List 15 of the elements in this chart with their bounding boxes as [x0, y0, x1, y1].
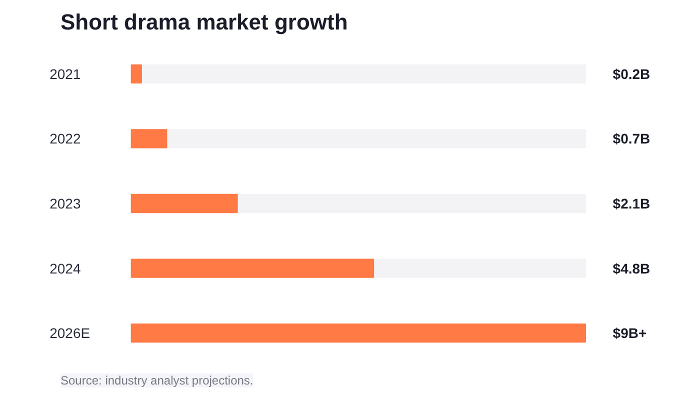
bar: [130, 129, 168, 148]
source-note: Source: industry analyst projections.: [60, 374, 254, 388]
data-label: $0.7B: [612, 130, 650, 147]
bar: [130, 194, 238, 214]
y-tick-label: 2022: [50, 130, 81, 147]
y-tick-label: 2021: [50, 66, 81, 82]
data-label: $4.8B: [612, 260, 650, 276]
data-label: $2.1B: [612, 196, 650, 212]
data-label: $9B+: [612, 325, 647, 342]
bar: [130, 64, 142, 84]
y-tick-label: 2024: [50, 260, 81, 276]
y-tick-label: 2026E: [50, 325, 90, 342]
y-tick-label: 2023: [50, 196, 81, 212]
data-label: $0.2B: [612, 66, 650, 82]
chart-title: Short drama market growth: [60, 10, 348, 34]
